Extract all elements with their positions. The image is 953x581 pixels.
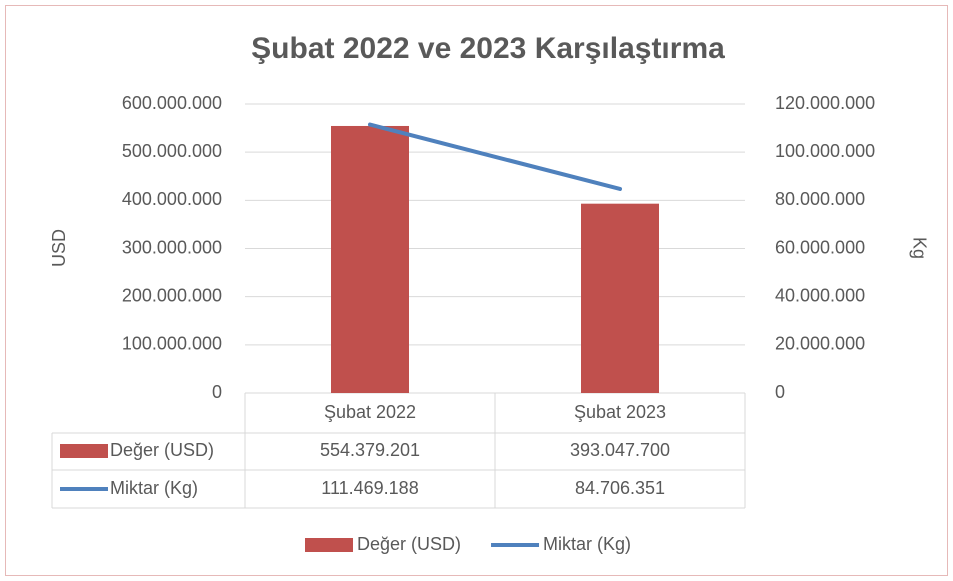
y2-tick-label: 20.000.000	[775, 334, 865, 354]
y-tick-label: 500.000.000	[122, 141, 222, 161]
y2-tick-label: 80.000.000	[775, 189, 865, 209]
x-tick-label: Şubat 2023	[574, 402, 666, 422]
y-tick-label: 100.000.000	[122, 334, 222, 354]
chart-title: Şubat 2022 ve 2023 Karşılaştırma	[251, 32, 725, 65]
y-tick-label: 0	[212, 382, 222, 402]
y2-tick-label: 40.000.000	[775, 285, 865, 305]
y-axis-label: USD	[49, 229, 69, 267]
y2-tick-label: 0	[775, 382, 785, 402]
x-tick-label: Şubat 2022	[324, 402, 416, 422]
y2-tick-label: 120.000.000	[775, 93, 875, 113]
legend-key	[305, 538, 353, 552]
table-value: 111.469.188	[321, 478, 418, 498]
bar	[331, 125, 409, 393]
y-tick-label: 300.000.000	[122, 237, 222, 257]
table-row-header: Değer (USD)	[110, 440, 214, 460]
table-row-header: Miktar (Kg)	[110, 478, 198, 498]
y2-axis-label: Kg	[909, 237, 929, 259]
y-tick-label: 200.000.000	[122, 285, 222, 305]
table-value: 554.379.201	[320, 440, 420, 460]
legend-label: Miktar (Kg)	[543, 534, 631, 554]
y-tick-label: 400.000.000	[122, 189, 222, 209]
table-legend-key	[60, 444, 108, 458]
bar	[581, 203, 659, 393]
legend-label: Değer (USD)	[357, 534, 461, 554]
y2-tick-label: 60.000.000	[775, 237, 865, 257]
y-tick-label: 600.000.000	[122, 93, 222, 113]
table-value: 393.047.700	[570, 440, 670, 460]
table-value: 84.706.351	[575, 478, 665, 498]
chart-border	[5, 5, 948, 576]
line	[368, 122, 622, 191]
y2-tick-label: 100.000.000	[775, 141, 875, 161]
